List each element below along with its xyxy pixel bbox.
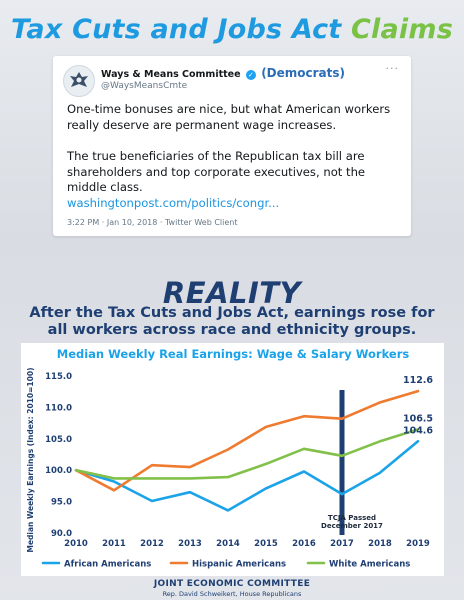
tweet-timestamp[interactable]: 3:22 PM · Jan 10, 2018 · Twitter Web Cli… xyxy=(67,218,238,227)
x-tick-label: 2017 xyxy=(330,539,354,549)
tcja-marker-date: December 2017 xyxy=(321,522,383,530)
end-value-label: 112.6 xyxy=(403,375,433,386)
y-axis-label: Median Weekly Earnings (Index: 2010=100) xyxy=(26,367,35,552)
x-tick-label: 2018 xyxy=(368,539,392,549)
series-line-white-americans xyxy=(74,428,420,480)
series-line-african-americans xyxy=(74,440,420,512)
y-tick-label: 115.0 xyxy=(45,372,72,382)
y-tick-label: 95.0 xyxy=(51,498,72,508)
verified-badge-icon: ✓ xyxy=(245,69,256,80)
x-tick-label: 2019 xyxy=(406,539,430,549)
tweet-paragraph-2: The true beneficiaries of the Republican… xyxy=(67,149,366,194)
x-tick-label: 2012 xyxy=(140,539,164,549)
tweet-paragraph-1: One-time bonuses are nice, but what Amer… xyxy=(67,102,391,132)
legend-label: White Americans xyxy=(329,560,410,570)
more-options-icon[interactable]: ··· xyxy=(385,62,399,75)
end-value-label: 104.6 xyxy=(403,425,433,436)
x-tick-label: 2013 xyxy=(178,539,202,549)
page-headline: Tax Cuts and Jobs Act Claims xyxy=(0,14,464,45)
tweet-card[interactable]: Ways & Means Committee ✓ (Democrats) @Wa… xyxy=(53,56,411,236)
y-tick-label: 100.0 xyxy=(45,466,72,476)
reality-claim-line-1: After the Tax Cuts and Jobs Act, earning… xyxy=(29,305,435,321)
headline-part1: Tax Cuts and Jobs Act xyxy=(11,14,342,45)
tweet-link[interactable]: washingtonpost.com/politics/congr... xyxy=(67,195,280,210)
tweet-handle[interactable]: @WaysMeansCmte xyxy=(101,81,188,91)
x-tick-label: 2015 xyxy=(254,539,278,549)
y-tick-label: 90.0 xyxy=(51,529,72,539)
footer-sub: Rep. David Schweikert, House Republicans xyxy=(162,590,302,598)
y-tick-label: 105.0 xyxy=(45,435,72,445)
footer-org: JOINT ECONOMIC COMMITTEE xyxy=(153,579,311,589)
x-tick-label: 2016 xyxy=(292,539,316,549)
x-tick-label: 2010 xyxy=(64,539,88,549)
legend-label: Hispanic Americans xyxy=(192,560,286,570)
headline-part2: Claims xyxy=(351,14,453,45)
y-tick-label: 110.0 xyxy=(45,403,72,413)
x-tick-label: 2014 xyxy=(216,539,240,549)
chart-panel: Median Weekly Real Earnings: Wage & Sala… xyxy=(21,343,444,576)
tweet-account-party: (Democrats) xyxy=(261,66,346,80)
committee-seal-icon[interactable] xyxy=(63,65,95,97)
x-tick-label: 2011 xyxy=(102,539,126,549)
chart-title: Median Weekly Real Earnings: Wage & Sala… xyxy=(57,347,410,361)
tcja-marker-bar xyxy=(339,390,345,535)
tcja-marker-label: TCJA Passed xyxy=(328,514,376,522)
tweet-body: One-time bonuses are nice, but what Amer… xyxy=(67,102,403,211)
end-value-label: 106.5 xyxy=(403,413,433,424)
series-line-hispanic-americans xyxy=(74,389,420,492)
reality-title: REALITY xyxy=(162,276,302,310)
legend-label: African Americans xyxy=(64,560,151,570)
reality-claim-line-2: all workers across race and ethnicity gr… xyxy=(47,322,417,338)
earnings-line-chart: Median Weekly Real Earnings: Wage & Sala… xyxy=(26,347,433,570)
tweet-account-name[interactable]: Ways & Means Committee ✓ (Democrats) xyxy=(101,66,346,80)
